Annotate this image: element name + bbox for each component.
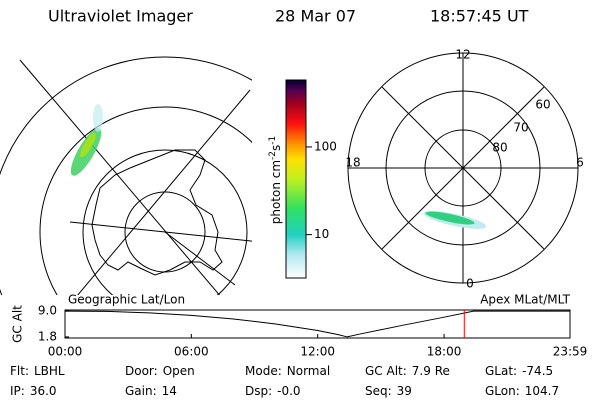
info-value: 104.7: [525, 384, 559, 398]
info-field: Mode: Normal: [245, 364, 330, 378]
y-tick-label: 9.0: [38, 304, 57, 318]
info-label: IP:: [10, 384, 25, 398]
info-field: Dsp: -0.0: [245, 384, 301, 398]
x-tick-label: 18:00: [427, 345, 462, 359]
info-label: Seq:: [365, 384, 392, 398]
info-value: 36.0: [30, 384, 57, 398]
colorbar-label: photon cm-2s-1: [268, 136, 283, 225]
date: 28 Mar 07: [275, 7, 356, 26]
info-field: Door: Open: [125, 364, 195, 378]
info-value: -0.0: [277, 384, 300, 398]
info-label: Gain:: [125, 384, 157, 398]
info-label: GLon:: [485, 384, 520, 398]
info-label: Door:: [125, 364, 158, 378]
mlt-label: 18: [345, 156, 360, 170]
instrument-title: Ultraviolet Imager: [48, 7, 193, 26]
mlat-label: 60: [535, 98, 550, 112]
mlt-label: 12: [455, 48, 470, 62]
info-field: GLon: 104.7: [485, 384, 559, 398]
info-field: Seq: 39: [365, 384, 412, 398]
info-label: Dsp:: [245, 384, 272, 398]
geographic-map: [0, 56, 252, 295]
y-axis-label: GC Alt: [11, 305, 25, 343]
mlat-label: 70: [513, 121, 528, 135]
info-label: GLat:: [485, 364, 517, 378]
info-value: Open: [163, 364, 195, 378]
info-label: Flt:: [10, 364, 29, 378]
polar-grid: [347, 52, 579, 284]
colorbar-tick-label: 10: [314, 227, 329, 241]
info-field: Flt: LBHL: [10, 364, 65, 378]
altitude-line: [64, 310, 570, 338]
info-field: GC Alt: 7.9 Re: [365, 364, 450, 378]
colorbar: [285, 79, 307, 279]
y-tick-label: 1.8: [38, 329, 57, 343]
panel-title: Apex MLat/MLT: [480, 293, 570, 307]
info-label: GC Alt:: [365, 364, 407, 378]
mlt-label: 0: [466, 277, 474, 291]
info-field: IP: 36.0: [10, 384, 57, 398]
info-label: Mode:: [245, 364, 282, 378]
info-field: GLat: -74.5: [485, 364, 553, 378]
panel-title: Geographic Lat/Lon: [68, 293, 185, 307]
mlat-label: 80: [492, 141, 507, 155]
info-value: LBHL: [34, 364, 65, 378]
info-value: 7.9 Re: [412, 364, 450, 378]
info-value: 14: [162, 384, 177, 398]
mlt-label: 6: [576, 156, 584, 170]
info-value: -74.5: [522, 364, 553, 378]
info-value: 39: [397, 384, 412, 398]
info-field: Gain: 14: [125, 384, 177, 398]
x-tick-label: 23:59: [553, 345, 588, 359]
x-tick-label: 12:00: [300, 345, 335, 359]
altitude-frame: [64, 309, 571, 339]
time: 18:57:45 UT: [430, 7, 529, 26]
info-value: Normal: [287, 364, 330, 378]
x-tick-label: 00:00: [48, 345, 83, 359]
x-tick-label: 06:00: [174, 345, 209, 359]
colorbar-tick-label: 100: [314, 139, 337, 153]
